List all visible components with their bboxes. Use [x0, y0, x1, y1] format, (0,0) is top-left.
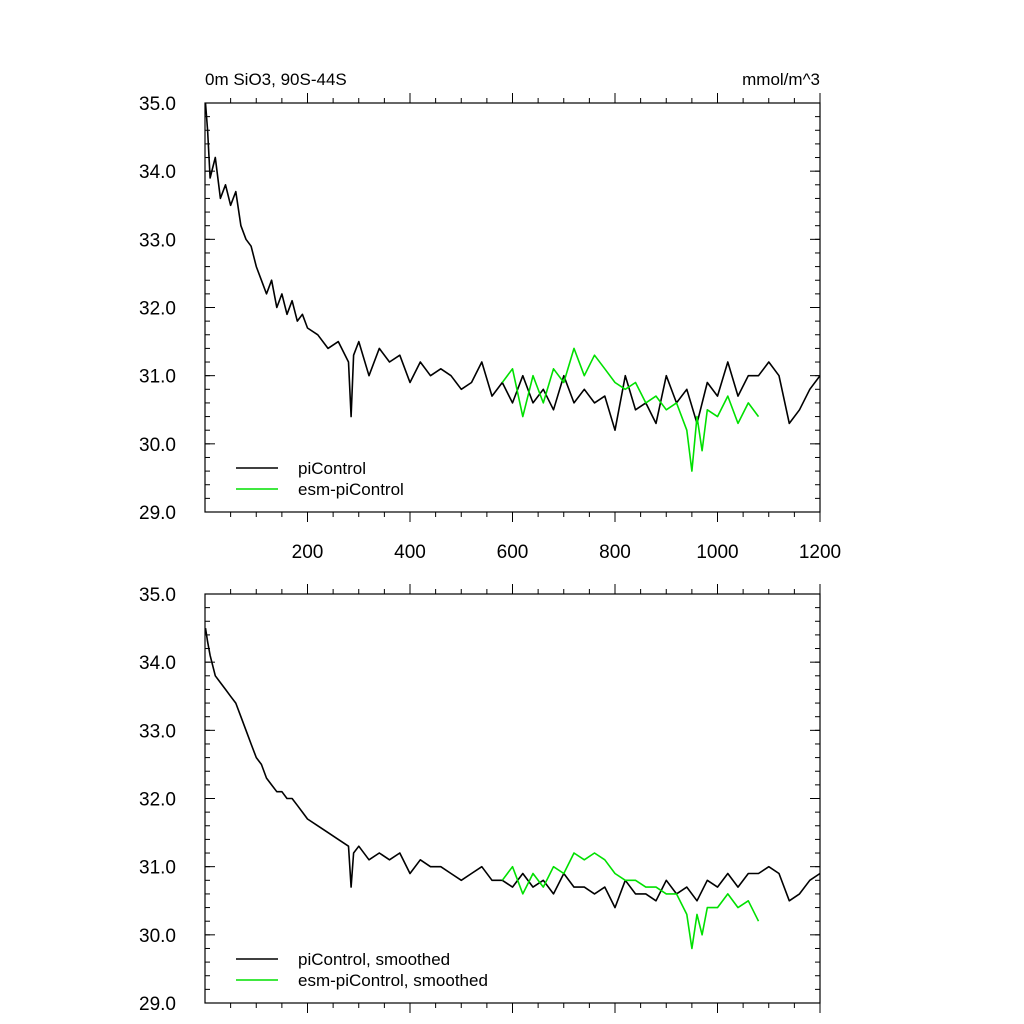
legend-label: esm-piControl [298, 480, 404, 499]
x-tick-label: 800 [599, 542, 631, 563]
x-tick-label: 200 [292, 542, 324, 563]
series-line-1 [501, 347, 760, 472]
top-panel: 0m SiO3, 90S-44S mmol/m^3 29.0 30.0 31.0 32… [139, 70, 841, 563]
bottom-panel: 29.0 30.0 31.0 32.0 33.0 34.0 35.0 piControl, s… [139, 584, 821, 1015]
y-tick-label: 35.0 [139, 585, 176, 606]
x-tick-label: 600 [497, 542, 529, 563]
y-tick-label: 31.0 [139, 858, 176, 879]
x-tick-label: 1200 [799, 542, 841, 563]
plot-frame [204, 593, 821, 1004]
x-tick-label: 1000 [696, 542, 738, 563]
y-tick-label: 30.0 [139, 435, 176, 456]
chart-title: 0m SiO3, 90S-44S [205, 70, 347, 89]
y-tick-label: 33.0 [139, 721, 176, 742]
units-label: mmol/m^3 [742, 70, 820, 89]
y-tick-label: 29.0 [139, 994, 176, 1015]
y-tick-label: 33.0 [139, 230, 176, 251]
legend-label: piControl [298, 459, 366, 478]
y-tick-label: 30.0 [139, 926, 176, 947]
y-tick-label: 32.0 [139, 790, 176, 811]
y-tick-label: 31.0 [139, 367, 176, 388]
legend-label: piControl, smoothed [298, 950, 450, 969]
y-tick-label: 34.0 [139, 653, 176, 674]
series-line-0 [204, 627, 821, 909]
legend-label: esm-piControl, smoothed [298, 971, 488, 990]
series-line-0 [204, 102, 821, 432]
y-tick-label: 34.0 [139, 162, 176, 183]
plot-frame [204, 102, 821, 513]
series-line-1 [501, 852, 760, 950]
y-tick-label: 32.0 [139, 299, 176, 320]
x-tick-label: 400 [394, 542, 426, 563]
y-tick-label: 35.0 [139, 94, 176, 115]
y-tick-label: 29.0 [139, 503, 176, 524]
